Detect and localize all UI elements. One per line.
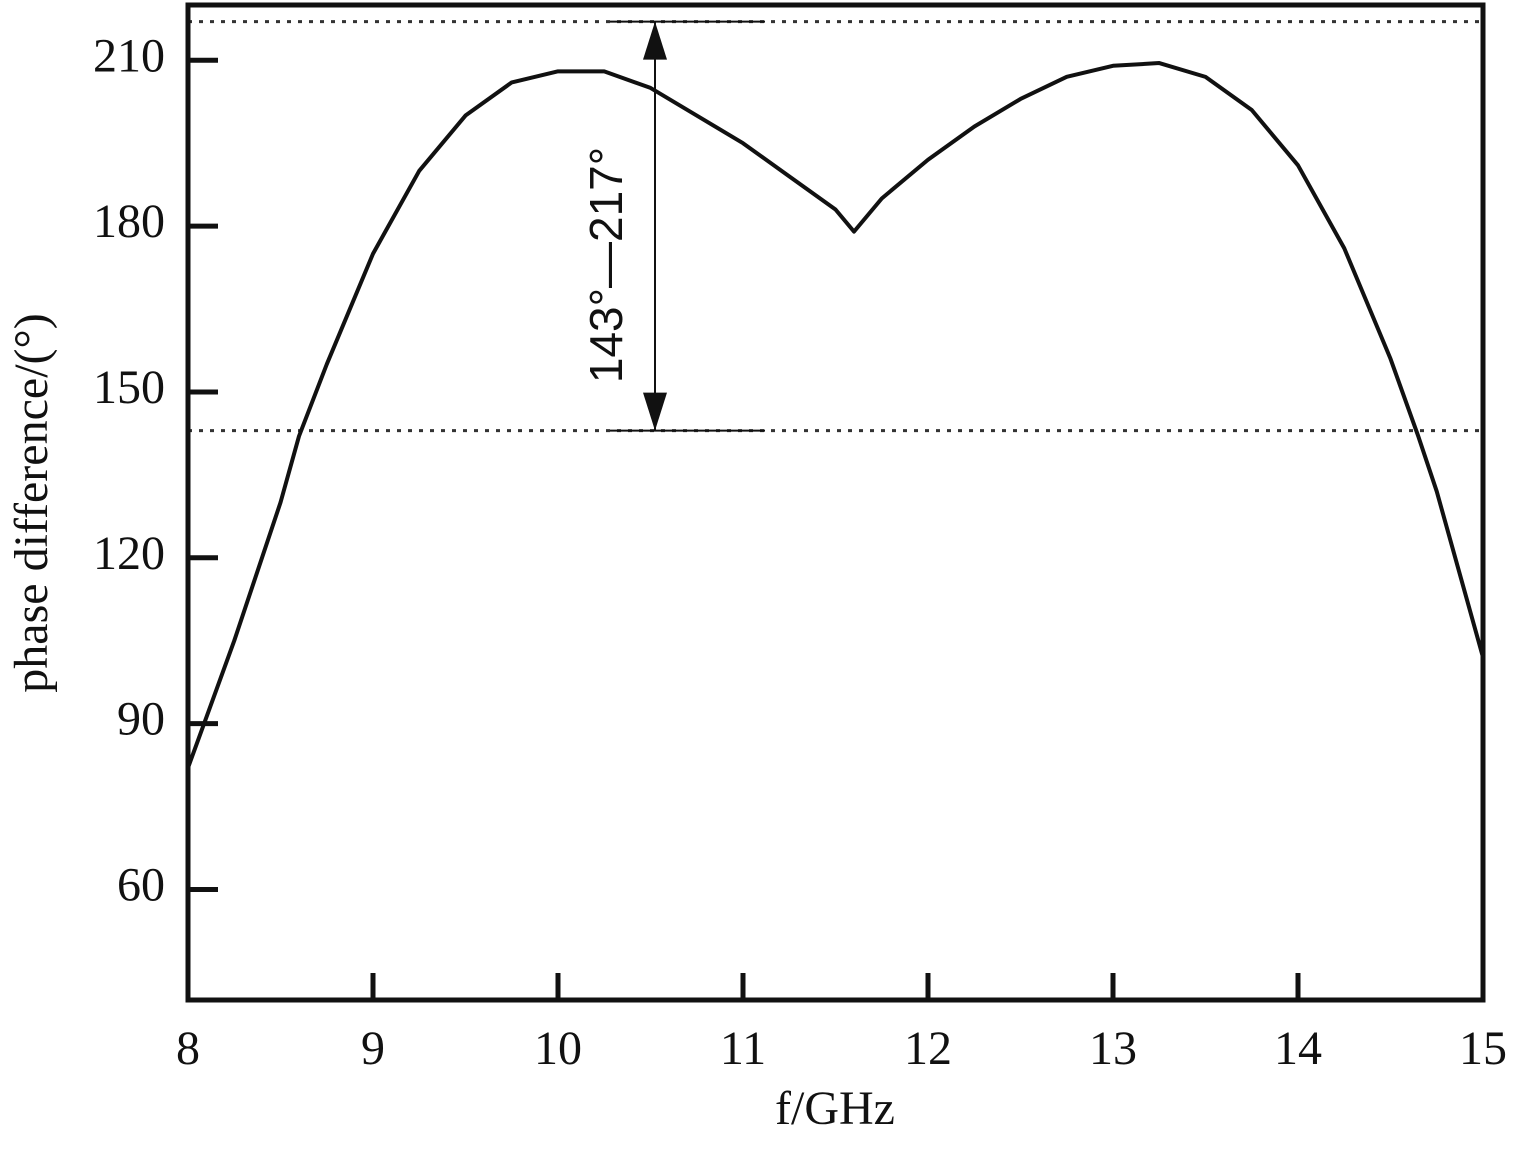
y-tick-label: 120 — [93, 527, 165, 580]
y-tick-label: 60 — [117, 858, 165, 911]
plot-frame — [185, 2, 1486, 1003]
x-tick-label: 15 — [1459, 1022, 1507, 1075]
x-tick-label: 10 — [534, 1022, 582, 1075]
x-tick-label: 9 — [361, 1022, 385, 1075]
x-tick-label: 12 — [904, 1022, 952, 1075]
x-axis-label: f/GHz — [775, 1082, 895, 1135]
x-tick-label: 14 — [1274, 1022, 1322, 1075]
y-tick-label: 210 — [93, 29, 165, 82]
y-axis-label: phase difference/(°) — [5, 313, 58, 692]
y-tick-label: 180 — [93, 195, 165, 248]
x-tick-label: 13 — [1089, 1022, 1137, 1075]
annotation: 143°—217° — [580, 147, 632, 383]
y-tick-label: 90 — [117, 693, 165, 746]
data-line — [186, 61, 1485, 769]
x-tick-label: 8 — [176, 1022, 200, 1075]
y-tick-label: 150 — [93, 361, 165, 414]
x-tick-label: 11 — [720, 1022, 766, 1075]
arrow-head — [643, 392, 667, 431]
arrow-head — [643, 21, 667, 60]
